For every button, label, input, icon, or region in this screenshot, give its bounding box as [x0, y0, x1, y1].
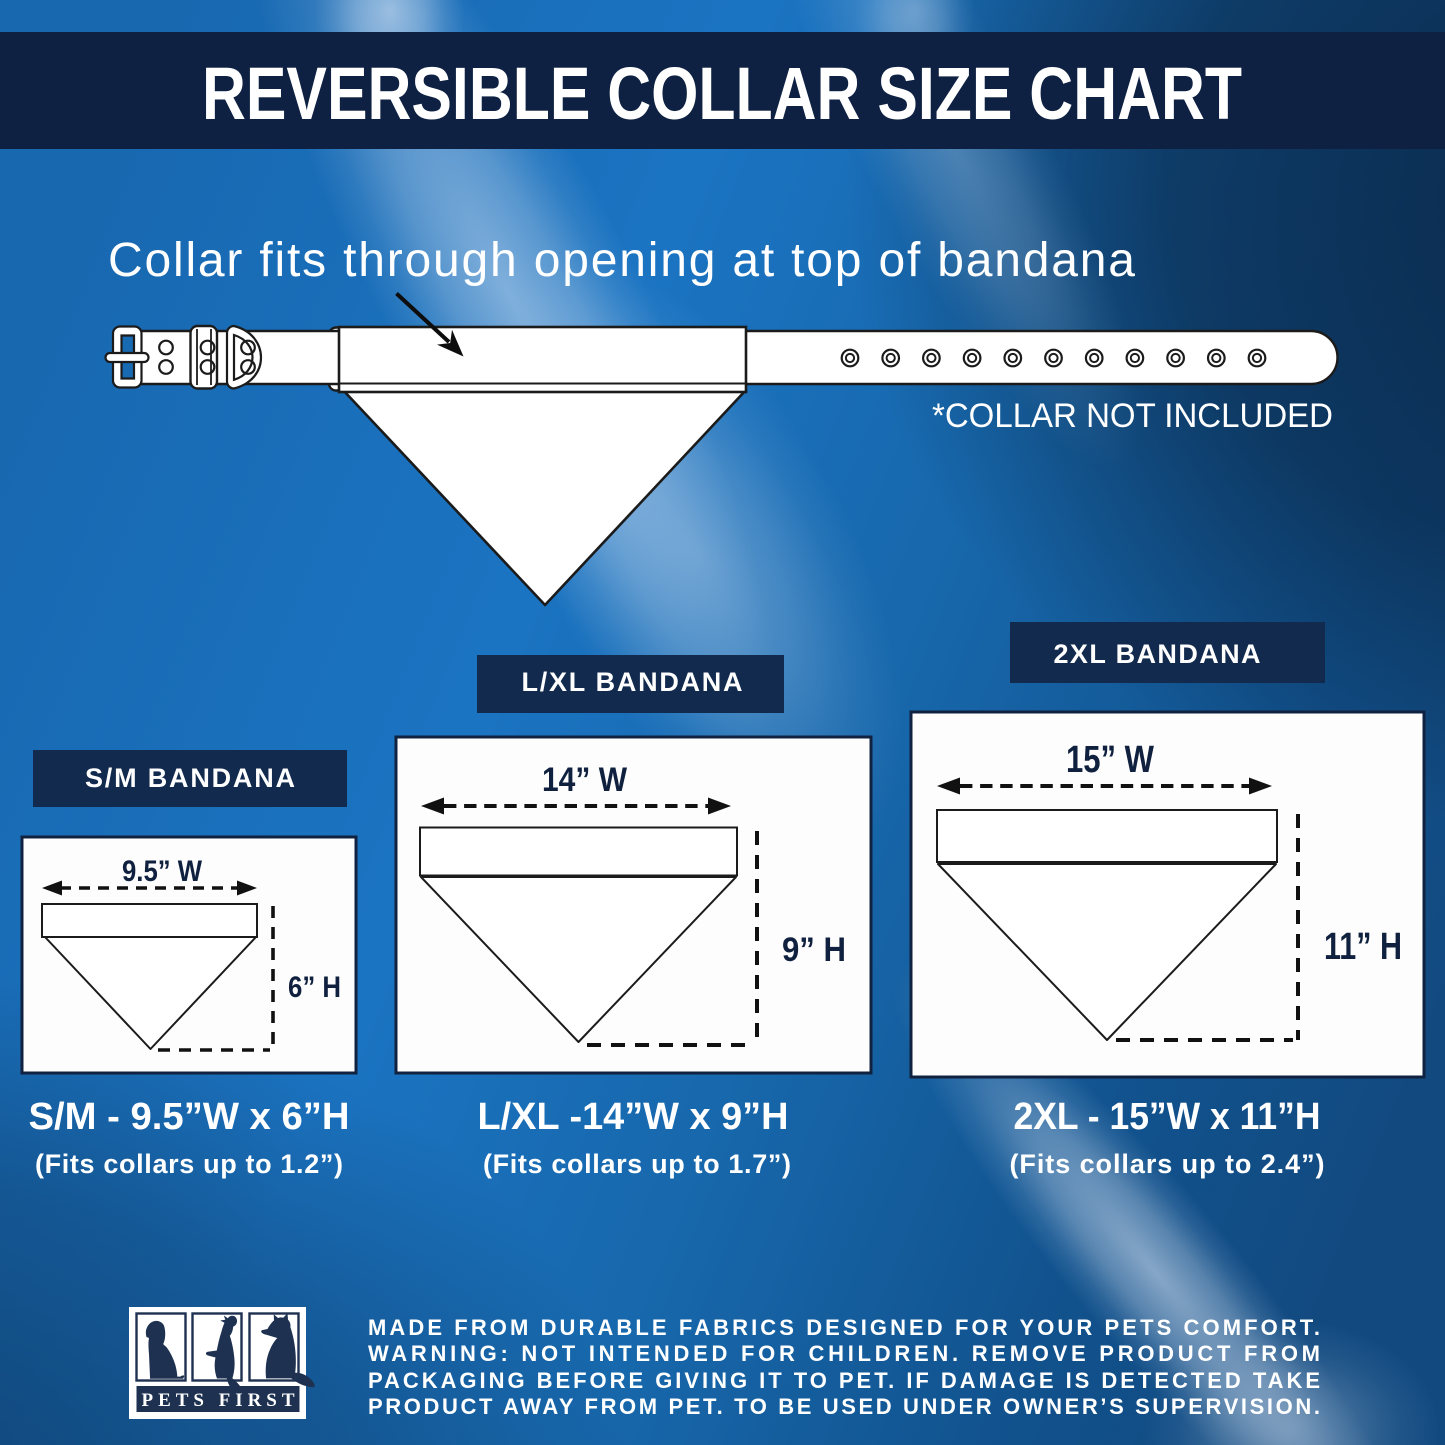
svg-text:14” W: 14” W	[542, 761, 628, 799]
svg-text:*COLLAR NOT INCLUDED: *COLLAR NOT INCLUDED	[932, 397, 1333, 435]
svg-text:15” W: 15” W	[1066, 739, 1154, 781]
svg-text:S/M - 9.5”W x 6”H: S/M - 9.5”W x 6”H	[29, 1096, 350, 1138]
svg-text:Collar fits through opening at: Collar fits through opening at top of ba…	[108, 234, 1135, 287]
svg-text:2XL BANDANA: 2XL BANDANA	[1054, 639, 1261, 669]
svg-text:(Fits collars up to 1.7”): (Fits collars up to 1.7”)	[483, 1149, 791, 1179]
svg-text:L/XL BANDANA: L/XL BANDANA	[522, 667, 743, 697]
svg-text:11” H: 11” H	[1324, 926, 1402, 968]
svg-text:MADE FROM DURABLE FABRICS DESI: MADE FROM DURABLE FABRICS DESIGNED FOR Y…	[368, 1315, 1320, 1340]
svg-text:9” H: 9” H	[782, 931, 846, 969]
svg-text:(Fits collars up to 2.4”): (Fits collars up to 2.4”)	[1010, 1149, 1325, 1179]
svg-text:2XL - 15”W x 11”H: 2XL - 15”W x 11”H	[1014, 1096, 1321, 1138]
svg-text:PRODUCT AWAY FROM PET. TO BE U: PRODUCT AWAY FROM PET. TO BE USED UNDER …	[368, 1394, 1320, 1419]
svg-text:6” H: 6” H	[288, 971, 341, 1004]
svg-text:PACKAGING BEFORE GIVING IT TO: PACKAGING BEFORE GIVING IT TO PET. IF DA…	[368, 1368, 1320, 1393]
svg-text:REVERSIBLE COLLAR SIZE CHART: REVERSIBLE COLLAR SIZE CHART	[202, 52, 1242, 135]
svg-text:S/M BANDANA: S/M BANDANA	[85, 763, 295, 793]
svg-text:PETS FIRST: PETS FIRST	[142, 1390, 295, 1411]
svg-text:9.5” W: 9.5” W	[122, 855, 203, 888]
svg-text:(Fits collars up to 1.2”): (Fits collars up to 1.2”)	[35, 1149, 343, 1179]
svg-text:L/XL -14”W x 9”H: L/XL -14”W x 9”H	[478, 1096, 789, 1138]
